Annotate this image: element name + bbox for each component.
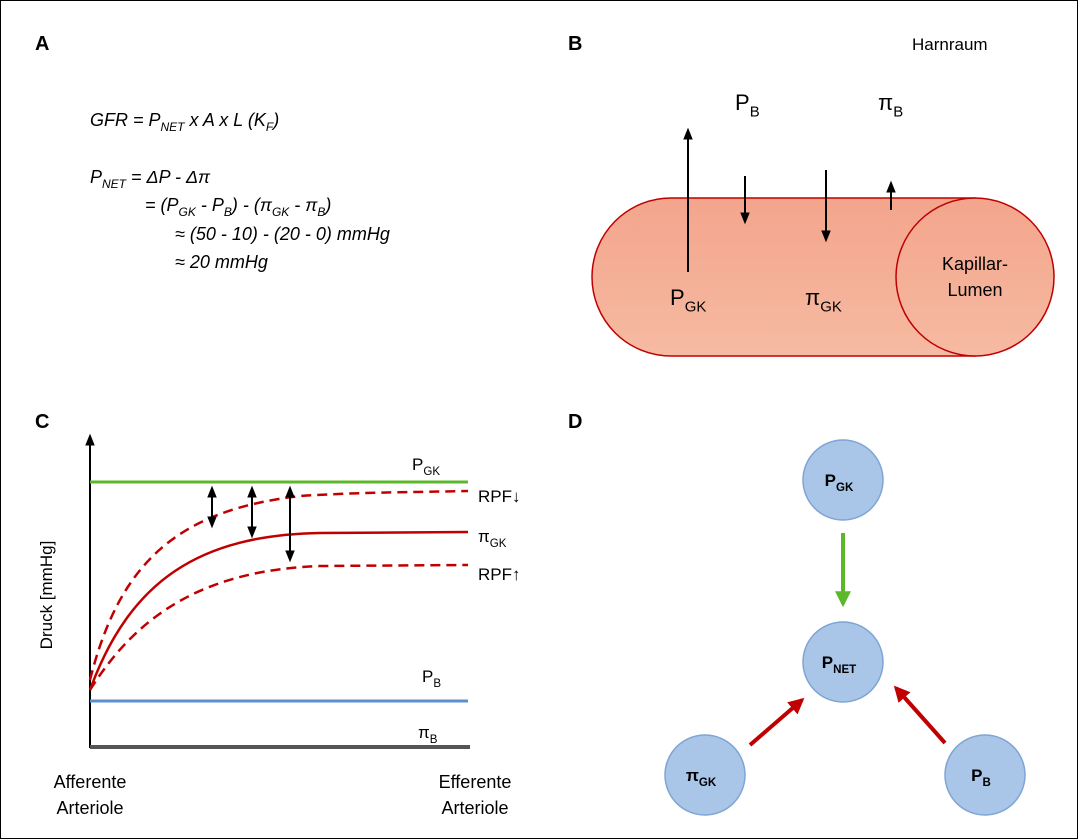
label-main: P — [825, 471, 836, 490]
subscript: NET — [161, 120, 187, 134]
label-main: π — [478, 527, 490, 546]
equation-text: - P — [196, 195, 224, 215]
equation-text: P — [90, 167, 102, 187]
equation-text: x A x L (K — [185, 110, 267, 130]
figure: ABCDGFR = PNET x A x L (KF)PNET = ΔP - Δ… — [0, 0, 1078, 839]
subscript: B — [224, 205, 232, 219]
label-sub: B — [430, 734, 438, 746]
label: Arteriole — [56, 798, 123, 818]
label-main: π — [805, 285, 820, 310]
subscript: B — [317, 205, 325, 219]
panel-letter: C — [35, 411, 49, 433]
title: Harnraum — [912, 35, 988, 54]
label-sub: GK — [490, 538, 507, 550]
label-main: P — [412, 455, 423, 474]
capillary-end — [896, 198, 1054, 356]
label-main: P — [422, 667, 433, 686]
label-sub: B — [750, 104, 760, 121]
subscript: GK — [179, 205, 197, 219]
label: Efferente — [439, 772, 512, 792]
axis-label: Druck [mmHg] — [37, 541, 56, 650]
equation-text: ) - (π — [230, 195, 273, 215]
label-main: π — [878, 90, 893, 115]
label-sub: GK — [820, 299, 842, 316]
equation-text: ) — [323, 195, 331, 215]
label-sub: NET — [833, 664, 856, 676]
label: RPF↓ — [478, 487, 521, 506]
label-sub: GK — [836, 482, 854, 494]
panel-letter: D — [568, 411, 582, 433]
label-main: P — [670, 285, 685, 310]
label-main: P — [971, 766, 982, 785]
equation-text: ≈ 20 mmHg — [175, 252, 268, 272]
label-main: P — [735, 90, 750, 115]
equation: ≈ (50 - 10) - (20 - 0) mmHg — [175, 224, 390, 244]
equation-text: - π — [289, 195, 318, 215]
label-sub: B — [893, 104, 903, 121]
label-main: P — [822, 653, 833, 672]
equation-text: = ΔP - Δπ — [126, 167, 211, 187]
label: Arteriole — [441, 798, 508, 818]
label-main: π — [686, 766, 699, 785]
label-sub: GK — [699, 777, 717, 789]
subscript: NET — [102, 177, 128, 191]
label-sub: B — [983, 777, 991, 789]
label: Kapillar- — [942, 254, 1008, 274]
label-main: π — [418, 723, 430, 742]
label: Afferente — [54, 772, 127, 792]
equation-text: ) — [271, 110, 279, 130]
equation-text: GFR = P — [90, 110, 161, 130]
label-sub: GK — [685, 299, 707, 316]
label: RPF↑ — [478, 565, 521, 584]
panel-letter: B — [568, 33, 582, 55]
label: Lumen — [947, 280, 1002, 300]
equation-text: = (P — [145, 195, 179, 215]
panel-letter: A — [35, 33, 49, 55]
subscript: GK — [272, 205, 290, 219]
label-sub: GK — [423, 466, 440, 478]
equation-text: ≈ (50 - 10) - (20 - 0) mmHg — [175, 224, 390, 244]
equation: ≈ 20 mmHg — [175, 252, 268, 272]
label-sub: B — [433, 678, 441, 690]
